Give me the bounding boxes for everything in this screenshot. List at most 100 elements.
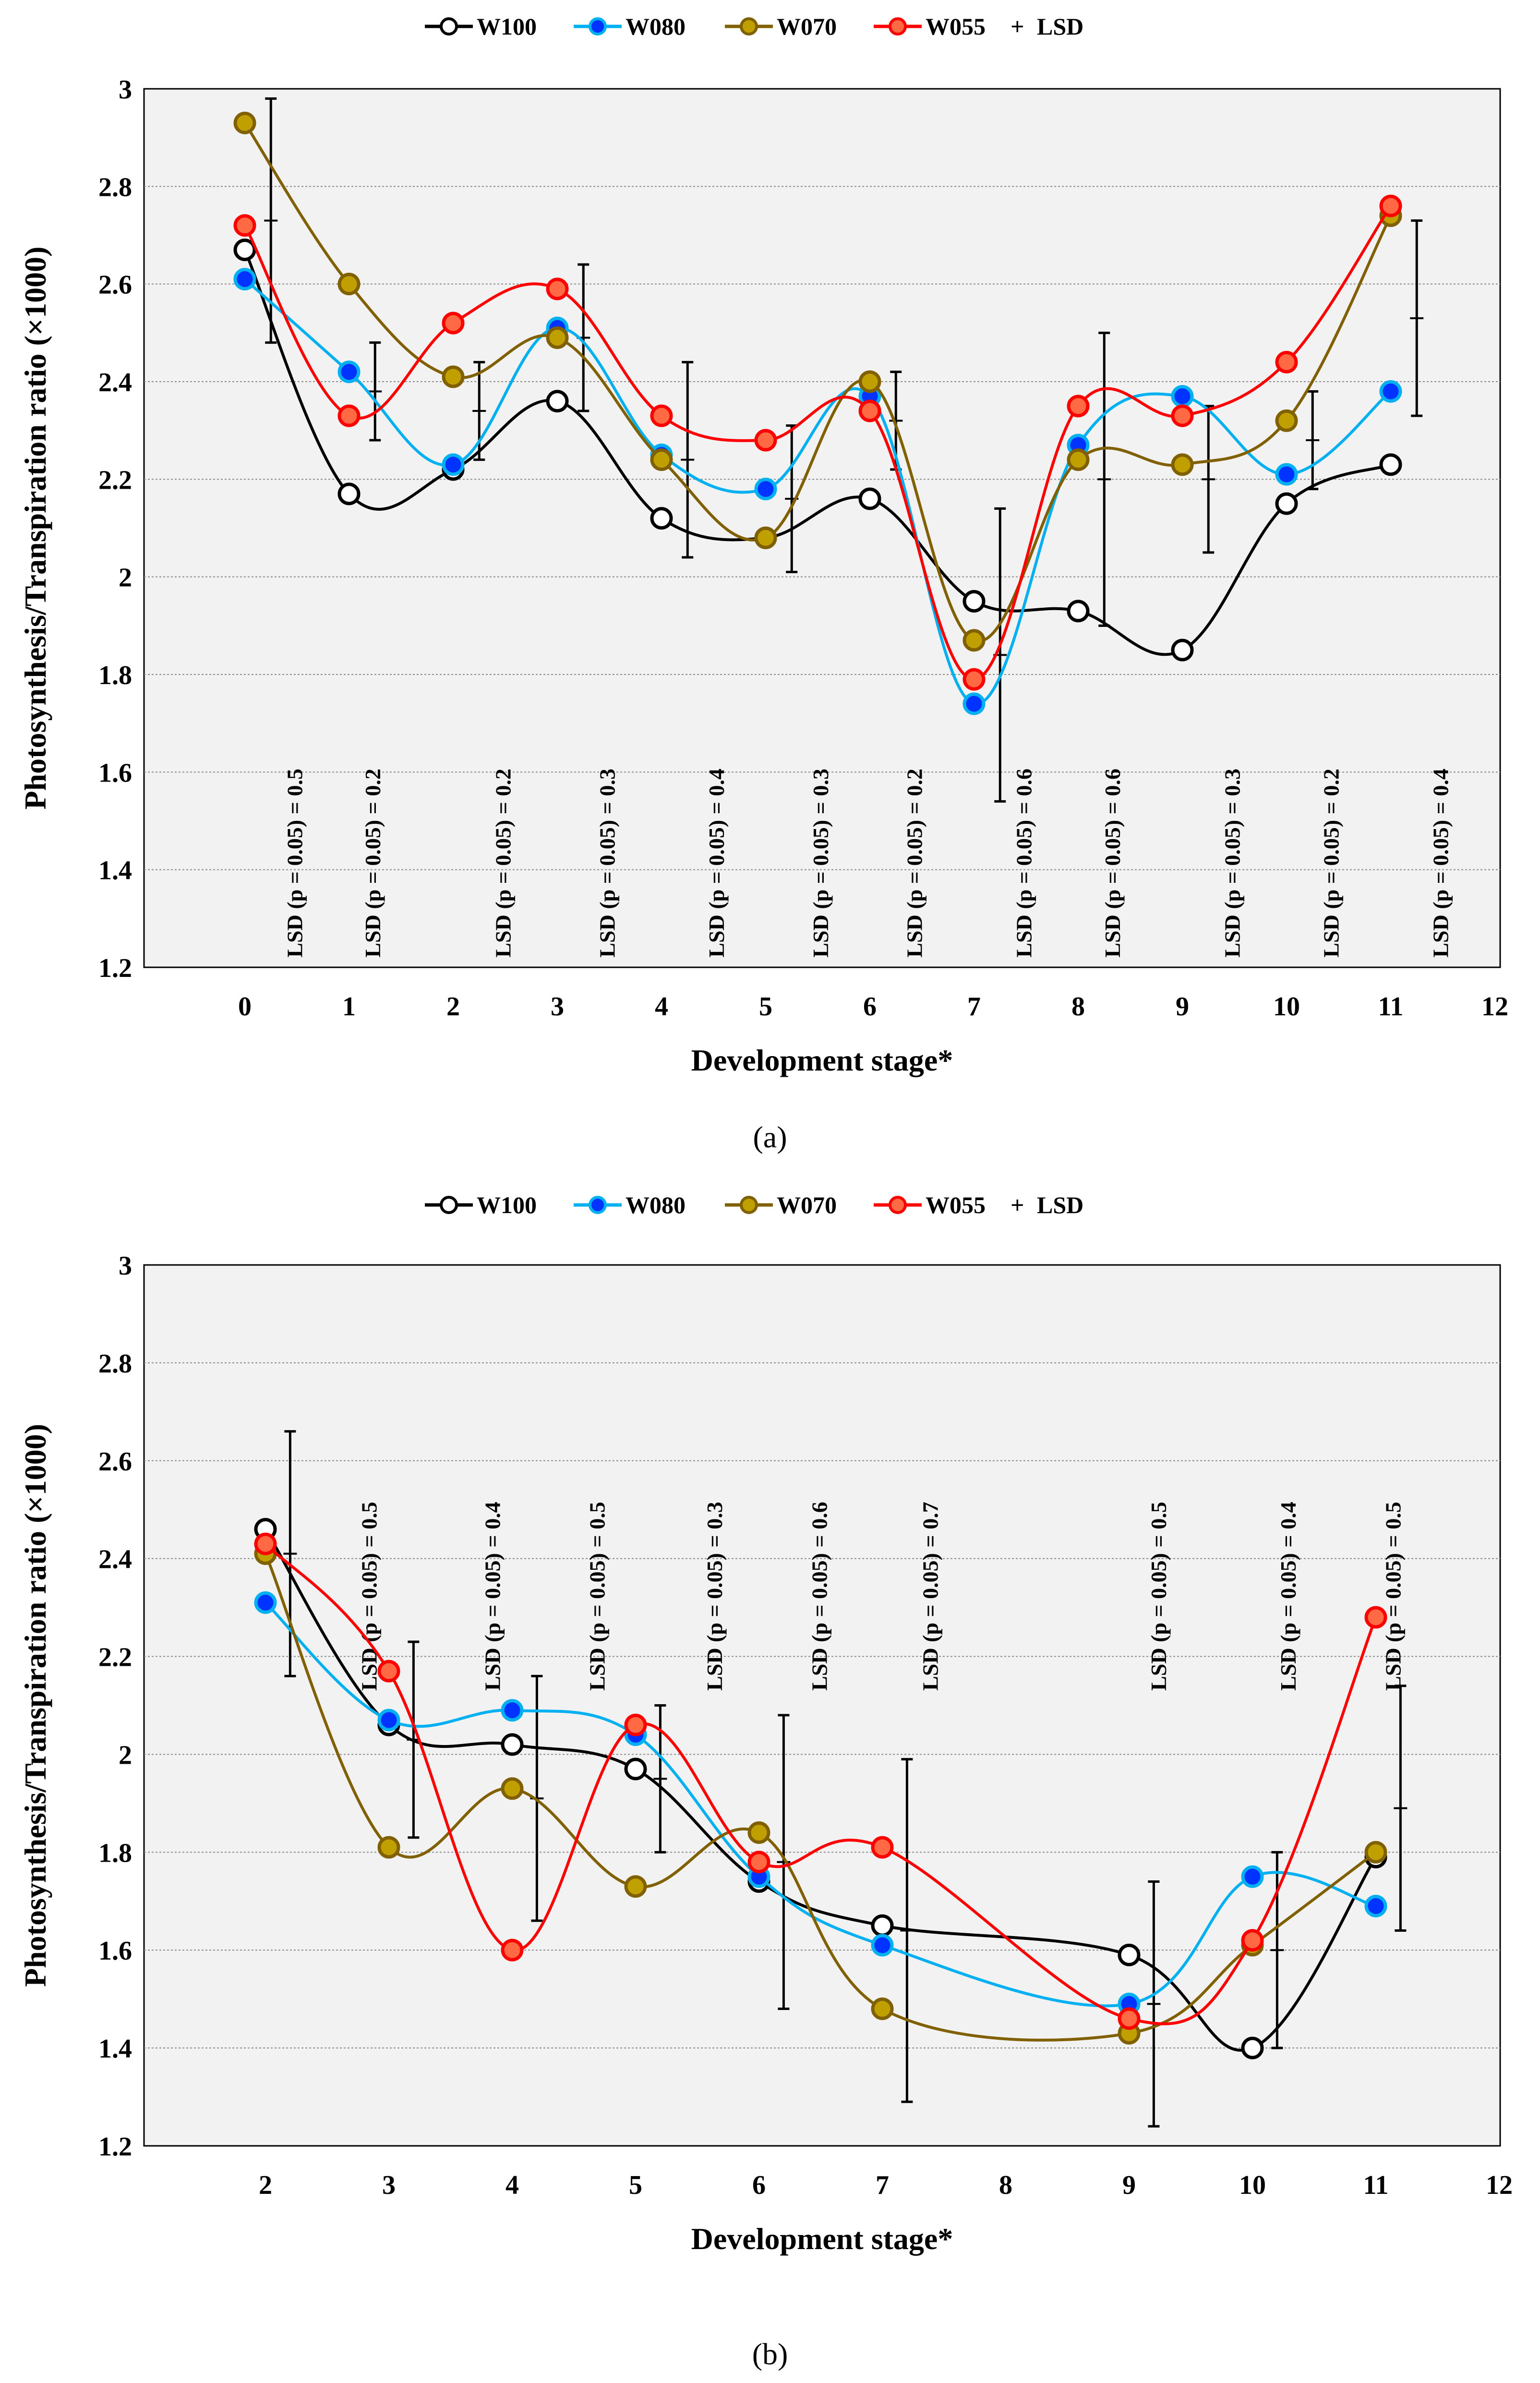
legend-label-w070: W070 (777, 13, 837, 40)
lsd-label: LSD (p = 0.05) = 0.2 (902, 769, 927, 958)
lsd-label: LSD (p = 0.05) = 0.4 (1276, 1502, 1300, 1691)
x-tick-label: 4 (505, 2170, 519, 2200)
x-tick-label: 1 (342, 992, 356, 1022)
lsd-label: LSD (p = 0.05) = 0.4 (1428, 769, 1453, 958)
x-tick-label: 2 (446, 992, 460, 1022)
data-point (650, 448, 673, 471)
x-tick-label: 8 (999, 2170, 1012, 2200)
lsd-labels: LSD (p = 0.05) = 0.5 LSD (p = 0.05) = 0.4… (357, 1502, 1405, 1691)
lsd-label: LSD (p = 0.05) = 0.3 (702, 1502, 727, 1691)
data-point (1241, 1865, 1264, 1888)
x-axis-title: Development stage* (691, 1043, 953, 1077)
lsd-label: LSD (p = 0.05) = 0.3 (1220, 769, 1244, 958)
data-point (858, 399, 881, 422)
legend-marker-plus: + (1011, 13, 1024, 40)
y-tick-label: 1.8 (98, 1838, 132, 1868)
lsd-labels: LSD (p = 0.05) = 0.5 LSD (p = 0.05) = 0.2… (282, 769, 1453, 958)
lsd-error-bar (681, 361, 695, 559)
y-tick-label: 2.4 (98, 368, 132, 397)
data-point (624, 1875, 647, 1898)
y-tick-label: 2 (119, 563, 132, 593)
data-point (962, 590, 986, 613)
legend-label-w070: W070 (777, 1192, 837, 1218)
data-point (1379, 380, 1402, 403)
data-point (1275, 409, 1298, 432)
legend-marker (440, 1196, 458, 1214)
y-tick-label: 2.4 (98, 1545, 132, 1575)
lsd-label: LSD (p = 0.05) = 0.5 (1381, 1502, 1405, 1691)
legend-marker-plus: + (1011, 1192, 1024, 1218)
data-point (624, 1757, 647, 1781)
x-tick-label: 10 (1273, 992, 1300, 1022)
data-point (1364, 1894, 1387, 1917)
x-tick-label: 6 (752, 2170, 766, 2200)
x-tick-label: 5 (759, 992, 772, 1022)
data-point (754, 478, 777, 501)
data-point (337, 273, 361, 296)
x-tick-label: 10 (1239, 2170, 1266, 2200)
x-tick-label: 12 (1481, 992, 1508, 1022)
lsd-label: LSD (p = 0.05) = 0.3 (595, 769, 619, 958)
legend-marker (589, 17, 607, 36)
plot-area (143, 88, 1501, 968)
series-w070 (233, 111, 1402, 652)
y-tick-label: 1.6 (98, 1936, 132, 1966)
x-tick-label: 8 (1071, 992, 1085, 1022)
lsd-error-bar (283, 1430, 297, 1677)
lsd-error-bars (264, 97, 1424, 803)
y-tick-label: 2.2 (98, 1643, 132, 1673)
data-point (754, 526, 777, 549)
lsd-label: LSD (p = 0.05) = 0.2 (361, 769, 385, 958)
data-point (1364, 1606, 1387, 1629)
data-point (377, 1836, 400, 1859)
data-point (858, 487, 881, 510)
lsd-error-bar (577, 263, 590, 412)
lsd-label: LSD (p = 0.05) = 0.4 (704, 769, 729, 958)
legend-label-w055: W055 (926, 13, 986, 40)
data-point (254, 1591, 277, 1614)
y-tick-label: 3 (119, 75, 132, 105)
y-tick-label: 1.4 (98, 2034, 132, 2064)
y-tick-label: 2 (119, 1740, 132, 1770)
lsd-label: LSD (p = 0.05) = 0.4 (480, 1502, 505, 1691)
x-tick-label: 3 (382, 2170, 396, 2200)
data-point (1364, 1841, 1387, 1864)
y-axis-title: Photosynthesis/Transpiration ratio (×100… (18, 246, 52, 809)
data-point (501, 1938, 524, 1962)
lsd-label: LSD (p = 0.05) = 0.2 (491, 769, 515, 958)
series-line (243, 249, 1392, 656)
y-tick-label: 1.2 (98, 953, 132, 983)
data-point (377, 1709, 400, 1732)
lsd-label: LSD (p = 0.05) = 0.5 (585, 1502, 610, 1691)
series-w055 (233, 194, 1402, 691)
data-point (1171, 638, 1194, 662)
lsd-error-bar (1270, 1851, 1284, 2049)
data-point (747, 1821, 770, 1844)
data-point (650, 507, 673, 530)
y-tick-label: 2.2 (98, 465, 132, 495)
chart-panel-b: W100 W080 W070 W055 + LSD 1.2 1.4 1.6 1.8 2 2.2 2.4 2… (18, 1192, 1513, 2371)
x-tick-label: 11 (1378, 992, 1404, 1022)
y-tick-label: 2.6 (98, 270, 132, 300)
lsd-error-bar (777, 1714, 791, 2010)
data-point (254, 1532, 277, 1555)
panel-caption: (b) (752, 2337, 788, 2371)
data-point (1241, 2036, 1264, 2059)
data-point (1118, 1943, 1141, 1966)
data-point (650, 404, 673, 427)
legend: W100 W080 W070 W055 + LSD (425, 13, 1083, 40)
legend-marker (740, 1196, 758, 1214)
legend-marker (889, 17, 907, 36)
panel-caption: (a) (753, 1120, 787, 1154)
legend-label-w100: W100 (477, 13, 537, 40)
lsd-label: LSD (p = 0.05) = 0.5 (357, 1502, 381, 1691)
x-tick-label: 4 (655, 992, 668, 1022)
data-point (233, 268, 256, 290)
legend-label-w100: W100 (477, 1192, 537, 1218)
x-tick-label: 7 (876, 2170, 889, 2200)
data-point (233, 239, 256, 261)
y-tick-label: 2.6 (98, 1447, 132, 1477)
legend-label-lsd: LSD (1037, 13, 1083, 40)
data-point (1241, 1929, 1264, 1952)
legend-label-lsd: LSD (1037, 1192, 1083, 1218)
